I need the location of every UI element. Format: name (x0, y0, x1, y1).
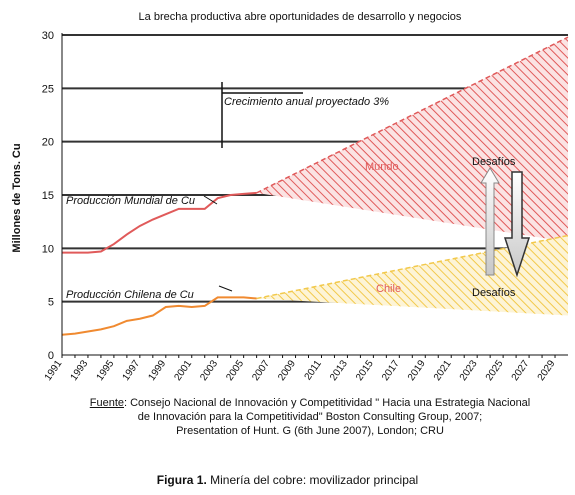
projection-upper-edge (256, 36, 569, 194)
source-line-3: Presentation of Hunt. G (6th June 2007),… (176, 425, 444, 437)
x-tick-label: 2021 (432, 358, 454, 383)
series-line (61, 296, 257, 336)
chile-area-label: Chile (376, 283, 401, 295)
x-tick-label: 2017 (380, 358, 402, 383)
x-tick-label: 2007 (250, 358, 272, 383)
mundo-label: Mundo (365, 161, 399, 173)
chile-label-leader (218, 285, 233, 292)
x-tick-label: 2023 (458, 358, 480, 383)
x-tick-label: 2019 (406, 358, 428, 383)
x-tick-label: 1991 (43, 358, 65, 383)
y-tick-label: 30 (42, 30, 54, 42)
y-tick-label: 0 (48, 350, 54, 362)
y-axis-label: Millones de Tons. Cu (11, 143, 23, 252)
chart-title: La brecha productiva abre oportunidades … (139, 11, 462, 23)
x-tick-label: 1995 (95, 358, 117, 383)
desafios-top-label: Desafíos (472, 156, 516, 168)
x-tick-label: 2013 (328, 358, 350, 383)
x-tick-label: 2025 (484, 358, 506, 383)
x-tick-label: 1999 (146, 358, 168, 383)
series-lines (61, 191, 257, 336)
chile-production-label: Producción Chilena de Cu (66, 289, 194, 301)
x-tick-label: 2005 (224, 358, 246, 383)
source-line-1: : Consejo Nacional de Innovación y Compe… (124, 397, 531, 409)
source-label: Fuente (89, 397, 124, 409)
down-arrow-icon (503, 171, 531, 278)
y-tick-label: 20 (42, 137, 54, 149)
copper-production-chart: La brecha productiva abre oportunidades … (11, 11, 569, 383)
x-tick-label: 2011 (303, 358, 325, 382)
source-note: Fuente: Consejo Nacional de Innovación y… (60, 396, 560, 438)
y-tick-label: 10 (42, 243, 54, 255)
x-tick-label: 2015 (354, 358, 376, 383)
up-arrow-icon (480, 167, 500, 276)
desafios-bottom-label: Desafíos (472, 287, 516, 299)
figure-caption-text: Minería del cobre: movilizador principal (206, 473, 419, 487)
y-tick-label: 5 (48, 297, 54, 309)
growth-rate-label: Crecimiento anual proyectado 3% (224, 96, 389, 108)
x-tick-label: 1997 (121, 358, 143, 383)
figure-caption: Figura 1. Minería del cobre: movilizador… (0, 473, 575, 487)
x-tick-label: 2003 (198, 358, 220, 383)
x-tick-label: 2001 (172, 358, 194, 383)
series-line (62, 191, 257, 254)
world-production-label: Producción Mundial de Cu (66, 195, 195, 207)
source-line-2: de Innovación para la Competitividad" Bo… (137, 411, 483, 423)
figure-number: Figura 1. (156, 473, 207, 487)
x-tick-label: 2027 (510, 358, 532, 383)
y-tick-label: 25 (42, 83, 54, 95)
x-tick-label: 2009 (276, 358, 298, 383)
x-tick-label: 2029 (536, 358, 558, 383)
x-tick-label: 1993 (69, 358, 91, 383)
world-label-leader (203, 195, 218, 205)
y-tick-label: 15 (42, 190, 54, 202)
